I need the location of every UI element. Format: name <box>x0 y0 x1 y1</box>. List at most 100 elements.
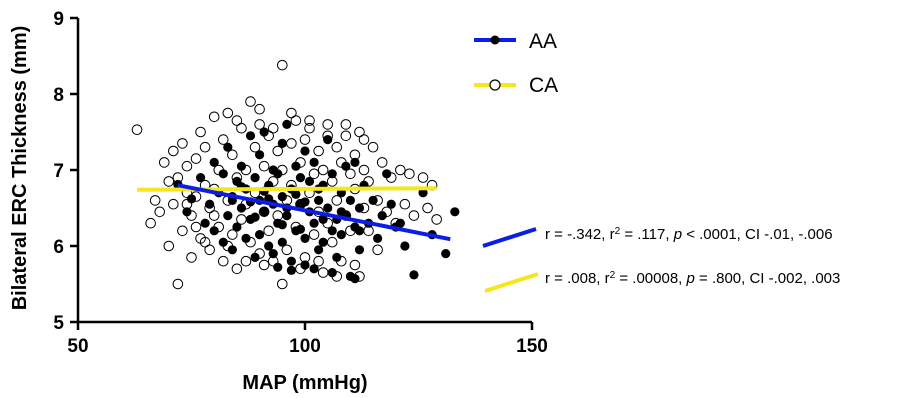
ca-point <box>399 198 411 210</box>
ca-point <box>308 229 320 240</box>
aa-point <box>295 224 306 234</box>
aa-point <box>227 245 237 255</box>
aa-point <box>223 211 233 221</box>
ca-point <box>227 229 238 240</box>
ca-point <box>258 160 270 172</box>
ca-point <box>177 225 188 237</box>
aa-point <box>418 188 428 198</box>
aa-point <box>327 268 337 278</box>
aa-point <box>277 192 287 202</box>
ca-point <box>304 122 315 134</box>
ca-point <box>263 225 274 237</box>
ca-point <box>199 236 211 248</box>
aa-point <box>273 262 283 272</box>
aa-point <box>286 265 296 275</box>
aa-point <box>354 245 365 255</box>
aa-point <box>259 127 269 137</box>
plot-marks <box>131 59 460 290</box>
stats-aa-sup: 2 <box>615 226 621 237</box>
y-tick-label: 6 <box>53 237 64 258</box>
regression-line-ca <box>137 186 437 192</box>
stats-aa-part-3: < .0001, CI -.01, -.006 <box>682 226 833 243</box>
ca-point <box>317 267 329 278</box>
ca-point <box>376 157 388 168</box>
y-tick-label: 5 <box>53 313 64 334</box>
ca-point <box>286 138 297 149</box>
stats-line-aa <box>482 227 537 248</box>
aa-point <box>195 173 206 183</box>
regression-line-aa <box>177 183 451 242</box>
aa-point <box>182 207 192 217</box>
aa-point <box>318 237 328 247</box>
ca-point <box>308 168 320 180</box>
aa-point <box>354 226 365 236</box>
legend-label-aa: AA <box>529 30 557 53</box>
stats-aa-part-1: r = -.342, r <box>545 226 615 243</box>
aa-point <box>255 230 265 240</box>
aa-point <box>395 218 405 228</box>
ca-point <box>304 115 315 126</box>
ca-point <box>172 278 184 290</box>
ca-point <box>240 255 252 267</box>
ca-point <box>422 202 433 214</box>
aa-point <box>314 195 324 205</box>
x-axis-title: MAP (mmHg) <box>242 372 367 394</box>
ca-point <box>254 119 265 130</box>
ca-point <box>286 107 297 119</box>
stats-aa-p: p <box>673 226 682 243</box>
ca-point <box>168 198 179 210</box>
aa-point <box>291 189 301 199</box>
ca-point <box>431 214 442 225</box>
aa-point <box>291 161 301 171</box>
ca-point <box>322 119 334 130</box>
aa-point <box>300 260 310 270</box>
aa-point <box>209 226 219 236</box>
legend-marker-ca <box>489 79 501 91</box>
aa-point <box>314 245 324 255</box>
aa-point <box>264 241 274 251</box>
aa-point <box>277 220 287 230</box>
aa-point <box>273 169 283 179</box>
aa-point <box>277 138 287 148</box>
ca-point <box>190 153 202 164</box>
ca-point <box>313 255 324 267</box>
aa-point <box>245 131 256 141</box>
ca-point <box>340 119 352 130</box>
ca-point <box>254 103 265 115</box>
ca-point <box>163 176 175 187</box>
x-tick-label: 100 <box>289 336 321 357</box>
aa-point <box>223 142 233 152</box>
ca-point <box>145 217 156 229</box>
aa-point <box>323 203 333 213</box>
stats-ca-part-2: = .00008, <box>615 270 686 287</box>
aa-point <box>277 237 287 247</box>
aa-point <box>300 146 310 156</box>
ca-point <box>317 164 329 176</box>
aa-point <box>209 157 219 167</box>
ca-point <box>277 278 288 290</box>
aa-point <box>236 203 247 213</box>
ca-point <box>186 252 197 263</box>
axes: 5 6 7 8 9 50 100 150 <box>53 9 547 357</box>
stats-line-ca <box>484 272 539 293</box>
aa-point <box>186 194 197 204</box>
ca-point <box>345 168 356 180</box>
ca-point <box>404 168 415 180</box>
ca-point <box>349 259 361 271</box>
x-tick-label: 50 <box>67 336 88 357</box>
aa-point <box>255 150 265 160</box>
aa-point <box>232 222 242 232</box>
aa-point <box>241 233 251 243</box>
stats-aa: r = -.342, r2 = .117, p < .0001, CI -.01… <box>482 226 833 248</box>
aa-point <box>218 237 228 247</box>
aa-point <box>332 252 342 262</box>
stats-ca-part-1: r = .008, r <box>545 270 610 287</box>
ca-point <box>372 244 383 256</box>
stats-text-ca: r = .008, r2 = .00008, p = .800, CI -.00… <box>545 270 840 288</box>
aa-point <box>250 252 260 262</box>
ca-point <box>154 206 166 218</box>
aa-point <box>368 195 378 205</box>
ca-point <box>208 210 220 221</box>
ca-point <box>199 141 211 153</box>
